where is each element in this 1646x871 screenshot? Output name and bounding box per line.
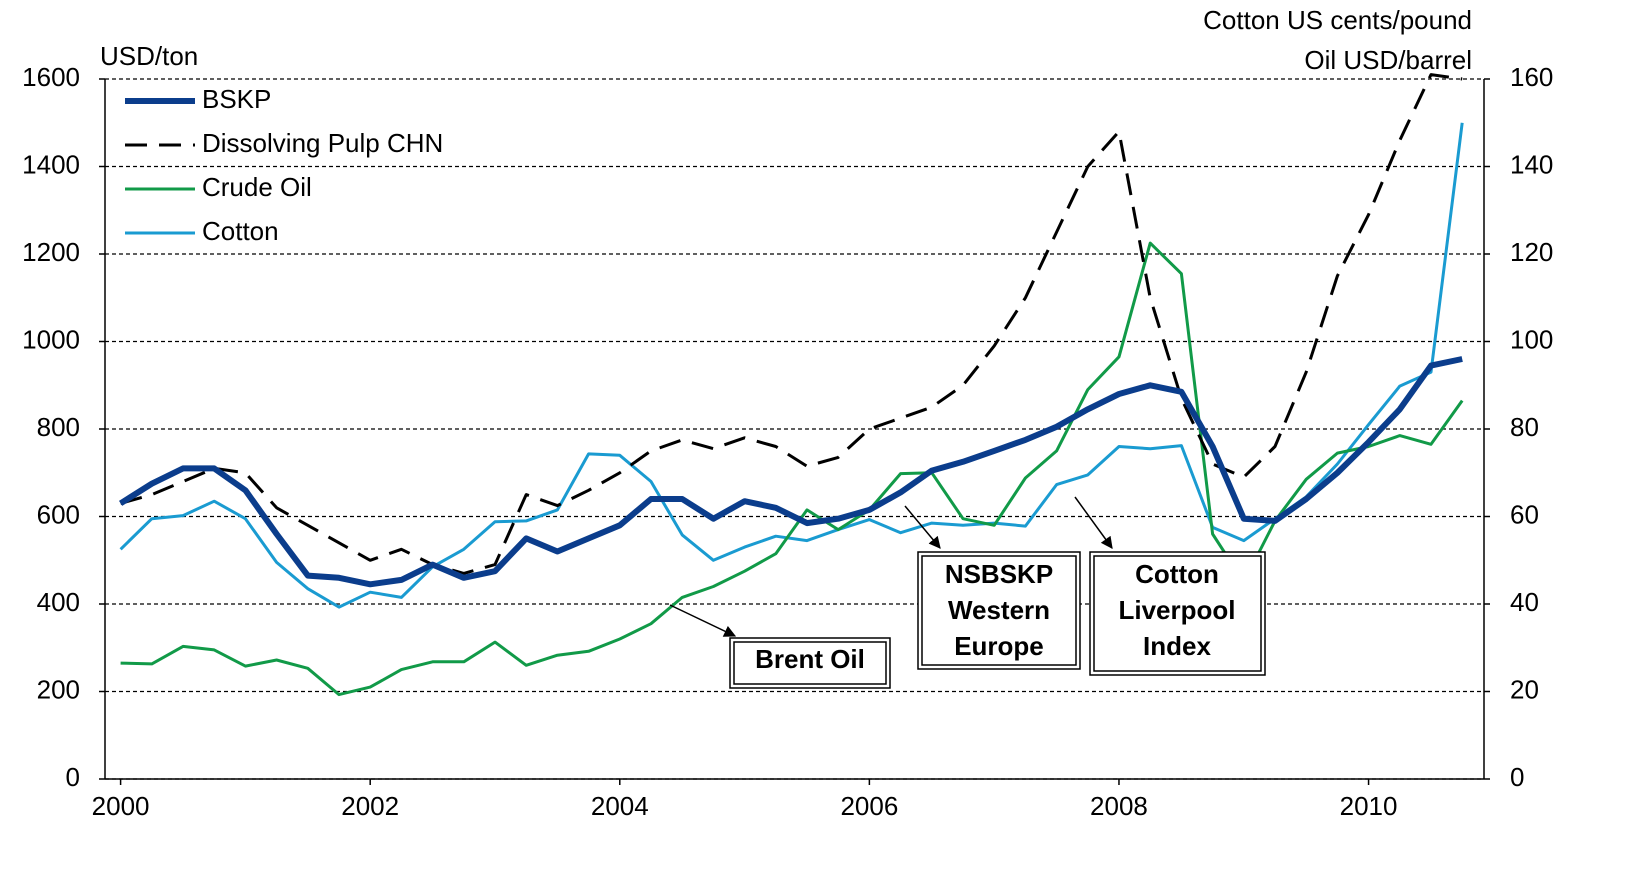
legend-label: BSKP	[202, 84, 271, 114]
annotation-text: Brent Oil	[755, 644, 865, 674]
y-tick-label: 600	[37, 499, 80, 529]
series-line	[120, 73, 1463, 575]
annotation-text: Europe	[954, 631, 1044, 661]
y-tick-label: 400	[37, 587, 80, 617]
x-tick-label: 2006	[840, 791, 898, 821]
y-axis-label: USD/ton	[100, 41, 198, 71]
annotation-text: Liverpool	[1118, 595, 1235, 625]
annotation-box-inner	[921, 555, 1077, 666]
annotation-arrow	[1074, 496, 1113, 549]
legend-label: Crude Oil	[202, 172, 312, 202]
series-line	[119, 122, 1464, 609]
y-tick-label: 200	[37, 674, 80, 704]
annotation-text: Cotton	[1135, 559, 1219, 589]
y-tick-label: 1600	[22, 62, 80, 92]
annotation-box	[917, 551, 1081, 670]
y2-tick-label: 40	[1510, 587, 1539, 617]
y-tick-label: 1200	[22, 237, 80, 267]
annotation-arrow	[904, 505, 941, 549]
annotation-text: NSBSKP	[945, 559, 1053, 589]
y-tick-label: 0	[66, 762, 80, 792]
annotation-text: Index	[1143, 631, 1211, 661]
series-line	[118, 356, 1463, 588]
y2-tick-label: 120	[1510, 237, 1553, 267]
y-tick-label: 1400	[22, 149, 80, 179]
annotation-box-inner	[1093, 555, 1262, 672]
y2-tick-label: 100	[1510, 324, 1553, 354]
annotation-box-inner	[733, 641, 887, 685]
annotation-text: Western	[948, 595, 1050, 625]
annotation-box	[729, 637, 891, 689]
y-tick-label: 800	[37, 412, 80, 442]
y2-tick-label: 160	[1510, 62, 1553, 92]
y-tick-label: 1000	[22, 324, 80, 354]
legend-label: Dissolving Pulp CHN	[202, 128, 443, 158]
x-tick-label: 2000	[92, 791, 150, 821]
legend-label: Cotton	[202, 216, 279, 246]
y2-axis-label: Cotton US cents/pound	[1203, 5, 1472, 35]
annotation-arrow	[669, 604, 737, 637]
x-tick-label: 2004	[591, 791, 649, 821]
y2-tick-label: 140	[1510, 149, 1553, 179]
y2-tick-label: 0	[1510, 762, 1524, 792]
x-tick-label: 2010	[1340, 791, 1398, 821]
y2-tick-label: 80	[1510, 412, 1539, 442]
y2-tick-label: 60	[1510, 499, 1539, 529]
annotation-box	[1089, 551, 1266, 676]
x-tick-label: 2002	[341, 791, 399, 821]
x-tick-label: 2008	[1090, 791, 1148, 821]
y2-axis-label: Oil USD/barrel	[1304, 45, 1472, 75]
y2-tick-label: 20	[1510, 674, 1539, 704]
